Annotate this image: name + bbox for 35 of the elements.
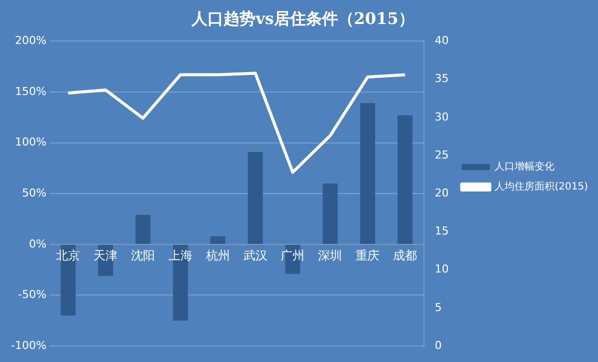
y2-tick-label: 5 xyxy=(434,300,442,314)
y2-tick-label: 35 xyxy=(434,72,449,86)
x-tick-label: 武汉 xyxy=(243,248,268,263)
y-tick-label: -50% xyxy=(18,288,46,302)
x-tick-label: 上海 xyxy=(168,248,192,263)
x-tick-label: 北京 xyxy=(56,248,80,263)
y2-tick-label: 25 xyxy=(434,148,449,162)
x-tick-label: 杭州 xyxy=(204,248,230,263)
y2-tick-label: 15 xyxy=(434,224,449,238)
y-tick-label: 150% xyxy=(14,84,46,98)
y2-tick-label: 0 xyxy=(434,338,442,352)
bar xyxy=(210,236,226,244)
bar xyxy=(248,152,263,244)
legend-label: 人均住房面积(2015) xyxy=(494,180,588,193)
x-tick-label: 成都 xyxy=(393,248,418,263)
x-tick-label: 广州 xyxy=(280,248,305,263)
y2-tick-label: 40 xyxy=(434,34,449,48)
y2-tick-label: 10 xyxy=(434,262,449,276)
chart-title: 人口趋势vs居住条件（2015） xyxy=(190,8,414,28)
y-tick-label: 0% xyxy=(28,237,46,250)
y-tick-label: -100% xyxy=(10,338,46,352)
x-tick-label: 天津 xyxy=(94,248,118,263)
x-tick-label: 重庆 xyxy=(356,248,380,263)
bar xyxy=(398,115,413,244)
bar xyxy=(322,183,338,244)
y-tick-label: 50% xyxy=(22,186,46,200)
y-tick-label: 200% xyxy=(14,34,46,48)
bar xyxy=(136,214,150,244)
x-tick-label: 深圳 xyxy=(318,248,342,263)
x-tick-label: 沈阳 xyxy=(131,248,155,263)
y2-tick-label: 20 xyxy=(434,186,449,200)
bar xyxy=(360,103,376,244)
y2-tick-label: 30 xyxy=(434,110,449,124)
y-tick-label: 100% xyxy=(14,136,46,149)
legend-label: 人口增幅变化 xyxy=(494,160,555,173)
